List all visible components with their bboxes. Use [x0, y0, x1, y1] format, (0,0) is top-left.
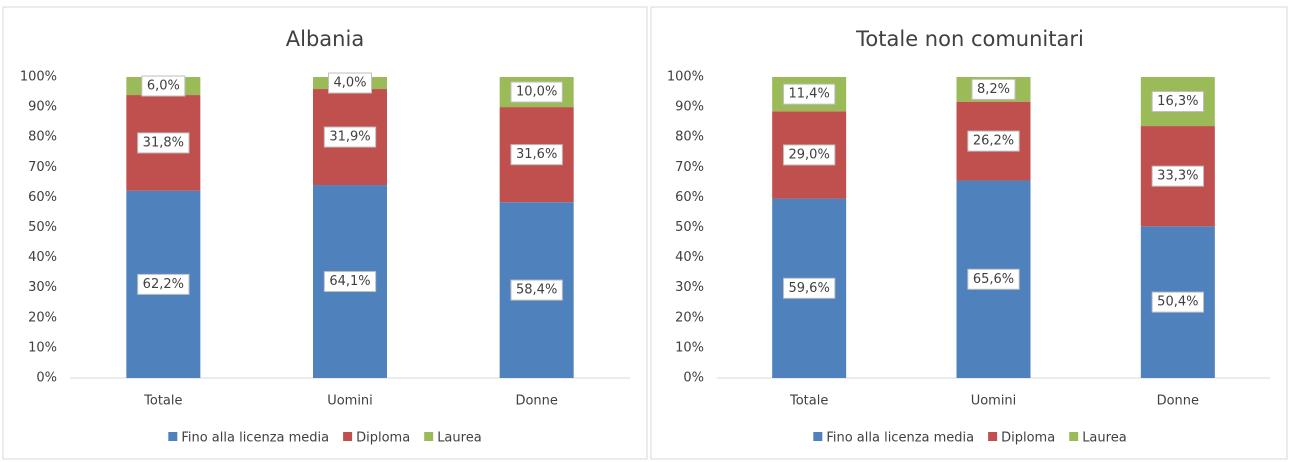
label-box — [137, 132, 190, 154]
y-tick-label: 10% — [675, 340, 704, 355]
legend-swatch — [1069, 432, 1079, 441]
label-box — [141, 75, 186, 97]
x-tick-label: Donne — [515, 394, 557, 409]
label-box — [967, 130, 1020, 152]
data-label: 26,2% — [973, 134, 1014, 149]
y-tick-label: 80% — [28, 130, 57, 145]
legend-swatch — [343, 432, 353, 441]
y-tick-label: 30% — [675, 280, 704, 295]
y-tick-label: 100% — [667, 70, 704, 85]
y-tick-label: 70% — [28, 160, 57, 175]
y-tick-label: 50% — [675, 220, 704, 235]
data-label: 33,3% — [1157, 169, 1198, 184]
label-box — [1151, 291, 1204, 313]
legend-label: Laurea — [1082, 431, 1126, 446]
legend-swatch — [168, 432, 178, 441]
data-label: 64,1% — [329, 274, 370, 289]
label-box — [510, 81, 563, 103]
data-label: 62,2% — [143, 277, 184, 292]
data-label: 4,0% — [333, 76, 366, 91]
legend-swatch — [424, 432, 434, 441]
chart-title: Albania — [286, 27, 364, 51]
y-tick-label: 20% — [28, 310, 57, 325]
chart-title: Totale non comunitari — [855, 27, 1084, 51]
data-label: 31,8% — [143, 135, 184, 150]
y-tick-label: 40% — [675, 250, 704, 265]
legend-swatch — [813, 432, 823, 441]
y-tick-label: 60% — [675, 190, 704, 205]
y-tick-label: 40% — [28, 250, 57, 265]
x-tick-label: Donne — [1157, 394, 1199, 409]
label-box — [327, 72, 373, 94]
data-label: 10,0% — [516, 85, 557, 100]
y-tick-label: 100% — [20, 70, 57, 85]
label-box — [510, 279, 563, 301]
y-tick-label: 90% — [675, 100, 704, 115]
y-tick-label: 80% — [675, 130, 704, 145]
x-tick-label: Totale — [143, 394, 182, 409]
data-label: 50,4% — [1157, 295, 1198, 310]
y-tick-label: 0% — [36, 371, 57, 386]
legend-label: Diploma — [356, 431, 410, 446]
label-box — [783, 144, 836, 166]
label-box — [137, 273, 190, 295]
legend-swatch — [988, 432, 998, 441]
y-tick-label: 50% — [28, 220, 57, 235]
legend-label: Fino alla licenza media — [826, 431, 974, 446]
y-tick-label: 60% — [28, 190, 57, 205]
data-label: 6,0% — [147, 79, 180, 94]
label-box — [783, 277, 836, 299]
label-box — [510, 144, 563, 166]
data-label: 31,9% — [329, 130, 370, 145]
y-tick-label: 20% — [675, 310, 704, 325]
data-label: 59,6% — [789, 281, 830, 296]
y-tick-label: 30% — [28, 280, 57, 295]
legend-label: Laurea — [437, 431, 481, 446]
data-label: 58,4% — [516, 283, 557, 298]
data-label: 11,4% — [789, 87, 830, 102]
x-tick-label: Uomini — [971, 394, 1017, 409]
y-tick-label: 0% — [683, 371, 704, 386]
x-tick-label: Uomini — [327, 394, 373, 409]
label-box — [967, 268, 1020, 290]
label-box — [783, 83, 836, 105]
y-tick-label: 90% — [28, 100, 57, 115]
x-tick-label: Totale — [789, 394, 828, 409]
label-box — [323, 271, 377, 293]
data-label: 8,2% — [977, 82, 1010, 97]
y-tick-label: 70% — [675, 160, 704, 175]
label-box — [1151, 165, 1204, 187]
legend-label: Diploma — [1001, 431, 1055, 446]
label-box — [971, 78, 1016, 100]
data-label: 31,6% — [516, 147, 557, 162]
data-label: 65,6% — [973, 272, 1014, 287]
label-box — [323, 126, 377, 148]
data-label: 29,0% — [789, 147, 830, 162]
legend-label: Fino alla licenza media — [181, 431, 329, 446]
y-tick-label: 10% — [28, 340, 57, 355]
data-label: 16,3% — [1157, 94, 1198, 109]
label-box — [1151, 91, 1204, 113]
